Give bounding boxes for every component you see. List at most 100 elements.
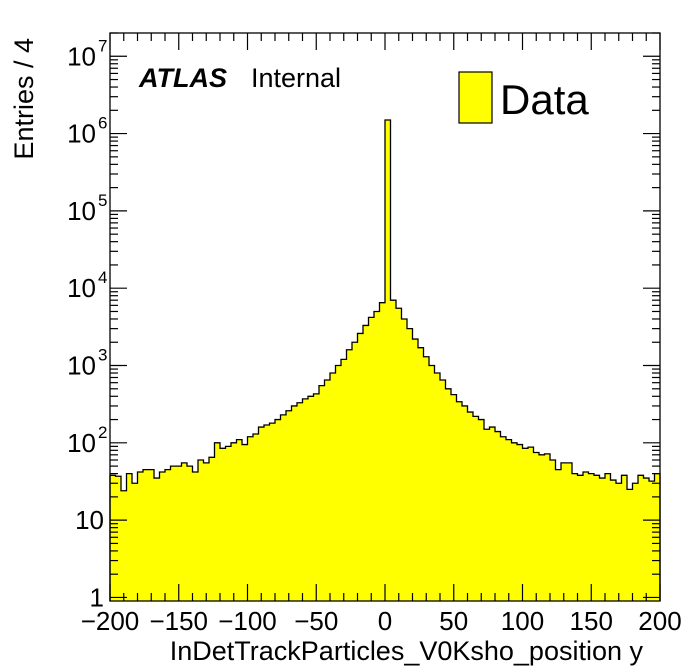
histogram-bar <box>440 379 446 601</box>
x-tick-label: 150 <box>570 606 613 636</box>
histogram-bar <box>423 356 430 601</box>
histogram-bar <box>330 373 336 601</box>
histogram-bar <box>352 342 358 601</box>
histogram-bar <box>407 328 413 601</box>
histogram-bar <box>335 365 342 601</box>
histogram-bar <box>209 457 215 601</box>
y-tick-label: 10 <box>67 351 96 381</box>
histogram-bar <box>506 439 512 601</box>
x-tick-label: 50 <box>439 606 468 636</box>
histogram-bar <box>599 478 606 601</box>
y-axis-title: Entries / 4 <box>9 38 39 160</box>
histogram-bar <box>165 469 171 601</box>
histogram-bars <box>110 119 661 602</box>
histogram-bar <box>412 339 419 601</box>
y-tick-label: 10 <box>67 273 96 303</box>
histogram-bar <box>632 483 639 601</box>
histogram-bar <box>368 317 375 601</box>
histogram-bar <box>572 473 578 601</box>
histogram-bar <box>302 398 309 601</box>
y-tick-label: 10 <box>67 428 96 458</box>
histogram-bar <box>324 379 331 601</box>
x-axis-title: InDetTrackParticles_V0Ksho_position y <box>170 636 644 666</box>
histogram-bar <box>610 480 617 601</box>
histogram-bar <box>231 442 237 601</box>
histogram-bar <box>187 466 193 601</box>
histogram-bar <box>649 481 655 601</box>
histogram-bar <box>478 419 485 601</box>
histogram-bar <box>638 475 644 601</box>
histogram-bar <box>203 462 210 601</box>
histogram-bar <box>621 475 628 601</box>
histogram-bar <box>511 442 518 601</box>
histogram-bar <box>616 483 622 601</box>
x-tick-label: 100 <box>501 606 544 636</box>
histogram-bar <box>258 427 265 601</box>
histogram-bar <box>594 475 600 601</box>
y-tick-label: 10 <box>67 41 96 71</box>
histogram-bar <box>401 318 408 601</box>
histogram-bar <box>159 471 166 601</box>
histogram-bar <box>170 466 177 601</box>
histogram-bar <box>247 436 254 601</box>
x-tick-label: −100 <box>218 606 277 636</box>
histogram-bar <box>357 333 364 601</box>
histogram-bar <box>434 373 441 601</box>
histogram-bar <box>533 452 540 601</box>
histogram-bar <box>605 473 611 601</box>
histogram-bar <box>462 405 468 601</box>
histogram-bar <box>390 300 397 601</box>
histogram-bar <box>473 416 479 601</box>
histogram-bar <box>429 365 435 601</box>
histogram-bar <box>121 490 127 601</box>
histogram-bar <box>214 442 221 601</box>
x-tick-label: −200 <box>81 606 140 636</box>
histogram-bar <box>148 469 155 601</box>
histogram-bar <box>220 448 226 601</box>
histogram-bar <box>236 439 243 601</box>
histogram-bar <box>132 483 138 601</box>
histogram-bar <box>577 475 584 601</box>
y-tick-label: 10 <box>67 196 96 226</box>
legend-swatch <box>458 71 493 124</box>
histogram-bar <box>253 434 259 601</box>
histogram-bar <box>528 447 534 601</box>
histogram-bar <box>583 471 589 601</box>
y-tick-exponent: 5 <box>98 191 107 210</box>
x-tick-label: 0 <box>378 606 392 636</box>
histogram-bar <box>308 396 314 601</box>
histogram-bar <box>313 393 320 601</box>
histogram-bar <box>280 414 287 601</box>
histogram-bar <box>627 489 633 601</box>
histogram-bar <box>137 471 144 601</box>
histogram-bar <box>115 476 122 601</box>
histogram-bar <box>643 478 650 601</box>
histogram-bar <box>346 349 353 601</box>
histogram-bar <box>379 302 386 601</box>
histogram-bar <box>275 419 281 601</box>
histogram-bar <box>225 446 232 601</box>
y-tick-exponent: 6 <box>98 114 107 133</box>
legend-label: Data <box>500 76 589 123</box>
histogram-bar <box>341 359 347 601</box>
histogram-bar <box>143 469 149 601</box>
x-tick-label: −150 <box>149 606 208 636</box>
histogram-bar <box>544 453 551 601</box>
histogram-bar <box>451 394 457 601</box>
histogram-bar <box>286 410 292 601</box>
y-tick-exponent: 4 <box>98 268 107 287</box>
histogram-outline <box>109 119 661 601</box>
histogram-bar <box>181 462 188 601</box>
histogram-bar <box>291 405 298 601</box>
histogram-bar <box>297 402 303 601</box>
histogram-bar <box>264 425 270 601</box>
histogram-bar <box>192 471 199 601</box>
y-tick-label: 10 <box>67 119 96 149</box>
histogram-bar <box>269 423 276 601</box>
histogram-bar <box>561 462 567 601</box>
y-tick-label: 1 <box>90 582 104 612</box>
histogram-bar <box>495 431 501 601</box>
histogram-bar <box>198 459 204 601</box>
histogram-bar <box>110 475 116 601</box>
